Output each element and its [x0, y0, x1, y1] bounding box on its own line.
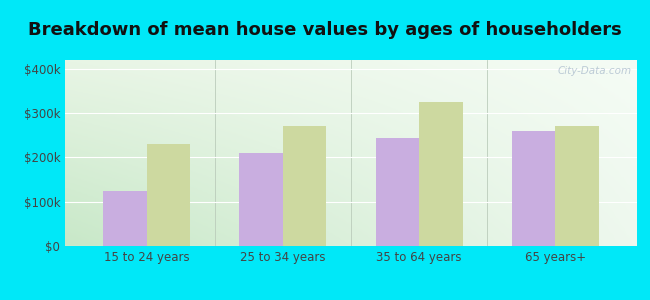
- Bar: [147, 144, 190, 246]
- Bar: [376, 137, 419, 246]
- Text: City-Data.com: City-Data.com: [557, 66, 631, 76]
- Bar: [239, 153, 283, 246]
- Bar: [103, 190, 147, 246]
- Bar: [283, 125, 326, 246]
- Text: Breakdown of mean house values by ages of householders: Breakdown of mean house values by ages o…: [28, 21, 622, 39]
- Bar: [555, 125, 599, 246]
- Bar: [419, 102, 463, 246]
- Bar: [512, 131, 555, 246]
